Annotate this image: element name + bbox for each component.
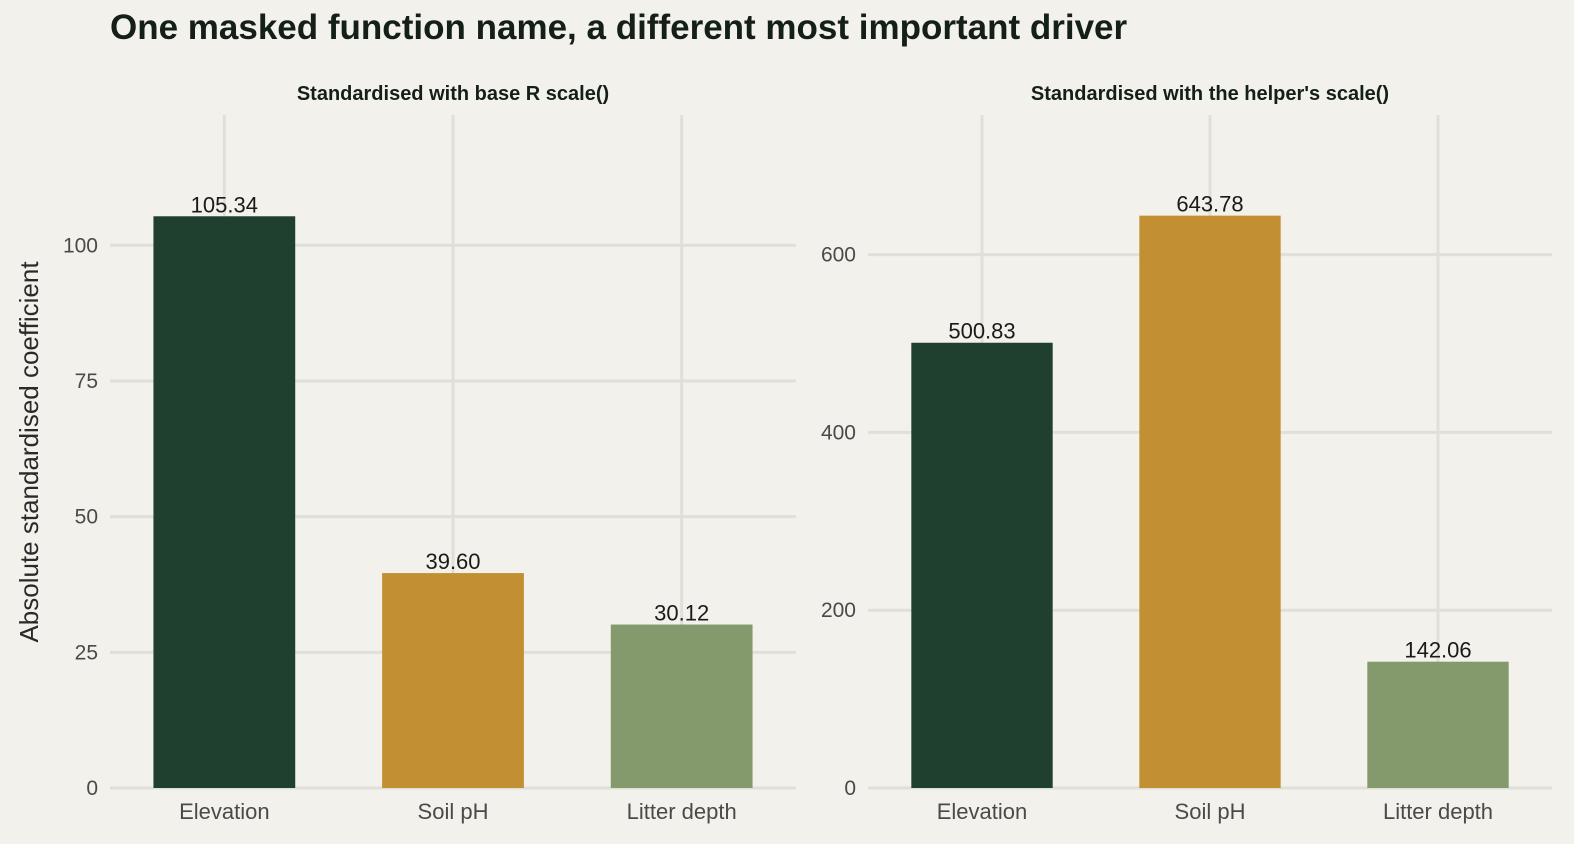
bar-elevation	[153, 216, 296, 789]
bar-value-label: 39.60	[425, 549, 480, 574]
panel-1: Standardised with base R scale() 0 25 50 75 1…	[63, 83, 796, 824]
panel-title: Standardised with base R scale()	[297, 83, 609, 105]
bar-litter-depth	[1367, 661, 1509, 788]
chart-title: One masked function name, a different mo…	[110, 8, 1128, 47]
y-tick-label: 25	[75, 641, 98, 664]
y-tick-label: 600	[821, 244, 856, 267]
bar-litter-depth	[610, 624, 753, 788]
x-tick-label: Soil pH	[1175, 799, 1246, 824]
y-tick-label: 0	[86, 777, 98, 800]
bar-elevation	[911, 342, 1053, 788]
y-tick-label: 200	[821, 599, 856, 622]
y-tick-label: 400	[821, 421, 856, 444]
bar-soil-ph	[382, 573, 524, 788]
y-tick-label: 100	[63, 234, 98, 257]
panel-title: Standardised with the helper's scale()	[1031, 83, 1389, 105]
y-tick-label: 0	[844, 777, 856, 800]
y-axis-title: Absolute standardised coefficient	[14, 261, 44, 643]
bar-soil-ph	[1139, 215, 1281, 788]
bar-value-label: 142.06	[1404, 638, 1471, 663]
bar-value-label: 500.83	[948, 319, 1015, 344]
y-tick-label: 75	[75, 370, 98, 393]
bar-value-label: 643.78	[1176, 192, 1243, 217]
y-tick-label: 50	[75, 506, 98, 529]
x-tick-label: Soil pH	[418, 799, 489, 824]
x-tick-label: Elevation	[937, 799, 1028, 824]
x-tick-label: Litter depth	[627, 799, 737, 824]
x-tick-label: Litter depth	[1383, 799, 1493, 824]
x-tick-label: Elevation	[179, 799, 270, 824]
panel-2: Standardised with the helper's scale() 0 2…	[821, 83, 1552, 824]
bar-value-label: 105.34	[191, 192, 258, 217]
bar-value-label: 30.12	[654, 601, 709, 626]
